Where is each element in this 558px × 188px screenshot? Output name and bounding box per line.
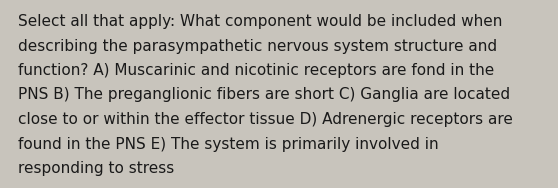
- Text: responding to stress: responding to stress: [18, 161, 174, 176]
- Text: found in the PNS E) The system is primarily involved in: found in the PNS E) The system is primar…: [18, 136, 439, 152]
- Text: PNS B) The preganglionic fibers are short C) Ganglia are located: PNS B) The preganglionic fibers are shor…: [18, 87, 510, 102]
- Text: describing the parasympathetic nervous system structure and: describing the parasympathetic nervous s…: [18, 39, 497, 54]
- Text: Select all that apply: What component would be included when: Select all that apply: What component wo…: [18, 14, 502, 29]
- Text: function? A) Muscarinic and nicotinic receptors are fond in the: function? A) Muscarinic and nicotinic re…: [18, 63, 494, 78]
- Text: close to or within the effector tissue D) Adrenergic receptors are: close to or within the effector tissue D…: [18, 112, 513, 127]
